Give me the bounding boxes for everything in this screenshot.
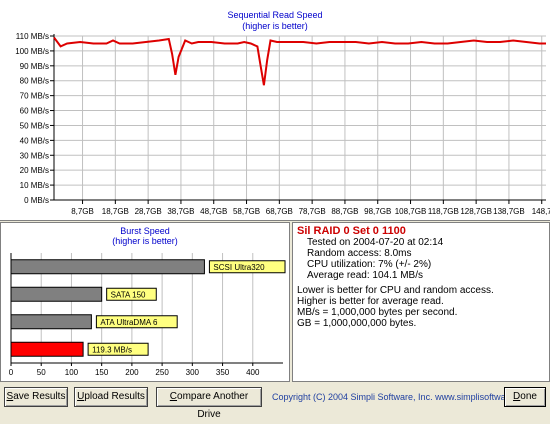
x-tick-label: 78,7GB — [299, 207, 326, 216]
burst-bar-reference — [10, 259, 205, 275]
y-tick-label: 100 MB/s — [15, 47, 49, 56]
average-read-value: Average read: 104.1 MB/s — [307, 270, 423, 281]
x-tick-label: 48,7GB — [200, 207, 227, 216]
burst-bar-label-box — [87, 342, 149, 356]
burst-x-tick-label: 100 — [65, 368, 79, 377]
burst-bar-label: SATA 150 — [111, 290, 146, 299]
x-tick-label: 68,7GB — [266, 207, 293, 216]
burst-x-tick-label: 350 — [216, 368, 230, 377]
seq-chart-title: Sequential Read Speed — [227, 10, 322, 20]
x-tick-label: 128,7GB — [460, 207, 492, 216]
burst-bar-label: 119.3 MB/s — [92, 345, 132, 354]
burst-bar-this-drive — [10, 341, 84, 357]
burst-bar-label: ATA UltraDMA 6 — [100, 318, 158, 327]
x-tick-label: 18,7GB — [102, 207, 129, 216]
x-tick-label: 8,7GB — [71, 207, 94, 216]
note-lower-better: Lower is better for CPU and random acces… — [297, 285, 494, 296]
burst-bar-label-box — [95, 315, 178, 329]
x-tick-label: 98,7GB — [364, 207, 391, 216]
burst-x-tick-label: 0 — [9, 368, 14, 377]
seq-chart-subtitle: (higher is better) — [242, 21, 308, 31]
burst-chart-subtitle: (higher is better) — [112, 236, 178, 246]
note-gb-definition: GB = 1,000,000,000 bytes. — [297, 318, 417, 329]
drive-name: Sil RAID 0 Set 0 1100 — [297, 225, 406, 237]
results-info-panel: Sil RAID 0 Set 0 1100 Tested on 2004-07-… — [292, 222, 550, 382]
burst-speed-panel: Burst Speed (higher is better) 0 50 100 150 20… — [0, 222, 290, 382]
sequential-read-panel: Sequential Read Speed (higher is better) 0… — [0, 0, 550, 221]
burst-bar-reference — [10, 286, 103, 302]
tested-date: Tested on 2004-07-20 at 02:14 — [307, 237, 444, 248]
x-tick-label: 148,7 — [532, 207, 550, 216]
burst-x-tick-label: 50 — [37, 368, 46, 377]
note-higher-better: Higher is better for average read. — [297, 296, 444, 307]
burst-x-tick-label: 400 — [246, 368, 260, 377]
random-access-value: Random access: 8.0ms — [307, 248, 412, 259]
y-tick-label: 10 MB/s — [20, 181, 49, 190]
upload-results-button[interactable]: Upload Results — [74, 387, 148, 407]
burst-x-tick-label: 150 — [95, 368, 109, 377]
x-tick-label: 118,7GB — [428, 207, 459, 216]
note-mbs-definition: MB/s = 1,000,000 bytes per second. — [297, 307, 458, 318]
burst-x-tick-label: 250 — [155, 368, 169, 377]
footer-bar: Save Results Upload Results Compare Anot… — [0, 384, 550, 420]
x-tick-label: 58,7GB — [233, 207, 260, 216]
y-tick-label: 80 MB/s — [20, 77, 49, 86]
y-tick-label: 90 MB/s — [20, 62, 49, 71]
burst-bar-label-box — [208, 260, 286, 274]
y-tick-label: 110 MB/s — [16, 32, 49, 41]
burst-bar-label: SCSI Ultra320 — [213, 263, 265, 272]
y-tick-label: 50 MB/s — [20, 121, 49, 130]
copyright-text: Copyright (C) 2004 Simpli Software, Inc.… — [272, 392, 534, 402]
y-tick-label: 70 MB/s — [20, 92, 49, 101]
y-tick-label: 40 MB/s — [20, 136, 49, 145]
save-results-button[interactable]: Save Results — [4, 387, 68, 407]
y-tick-label: 0 MB/s — [24, 196, 49, 205]
compare-another-drive-button[interactable]: Compare Another Drive — [156, 387, 262, 420]
read-speed-series-line — [53, 36, 546, 86]
burst-x-tick-label: 200 — [125, 368, 139, 377]
done-button[interactable]: Done — [504, 387, 546, 407]
x-tick-label: 88,7GB — [331, 207, 358, 216]
x-tick-label: 138,7GB — [493, 207, 525, 216]
x-tick-label: 28,7GB — [135, 207, 162, 216]
cpu-utilization-value: CPU utilization: 7% (+/- 2%) — [307, 259, 432, 270]
burst-chart-title: Burst Speed — [120, 226, 170, 236]
x-tick-label: 108,7GB — [395, 207, 427, 216]
y-tick-label: 30 MB/s — [20, 151, 49, 160]
burst-x-tick-label: 300 — [186, 368, 200, 377]
sequential-read-chart: Sequential Read Speed(higher is better) 0… — [15, 10, 550, 216]
y-tick-label: 20 MB/s — [20, 166, 49, 175]
burst-bar-reference — [10, 314, 92, 330]
burst-bar-label-box — [106, 287, 157, 301]
burst-speed-chart: Burst Speed(higher is better) 0 50 100 150 20… — [9, 226, 286, 377]
x-tick-label: 38,7GB — [167, 207, 194, 216]
y-tick-label: 60 MB/s — [20, 107, 49, 116]
